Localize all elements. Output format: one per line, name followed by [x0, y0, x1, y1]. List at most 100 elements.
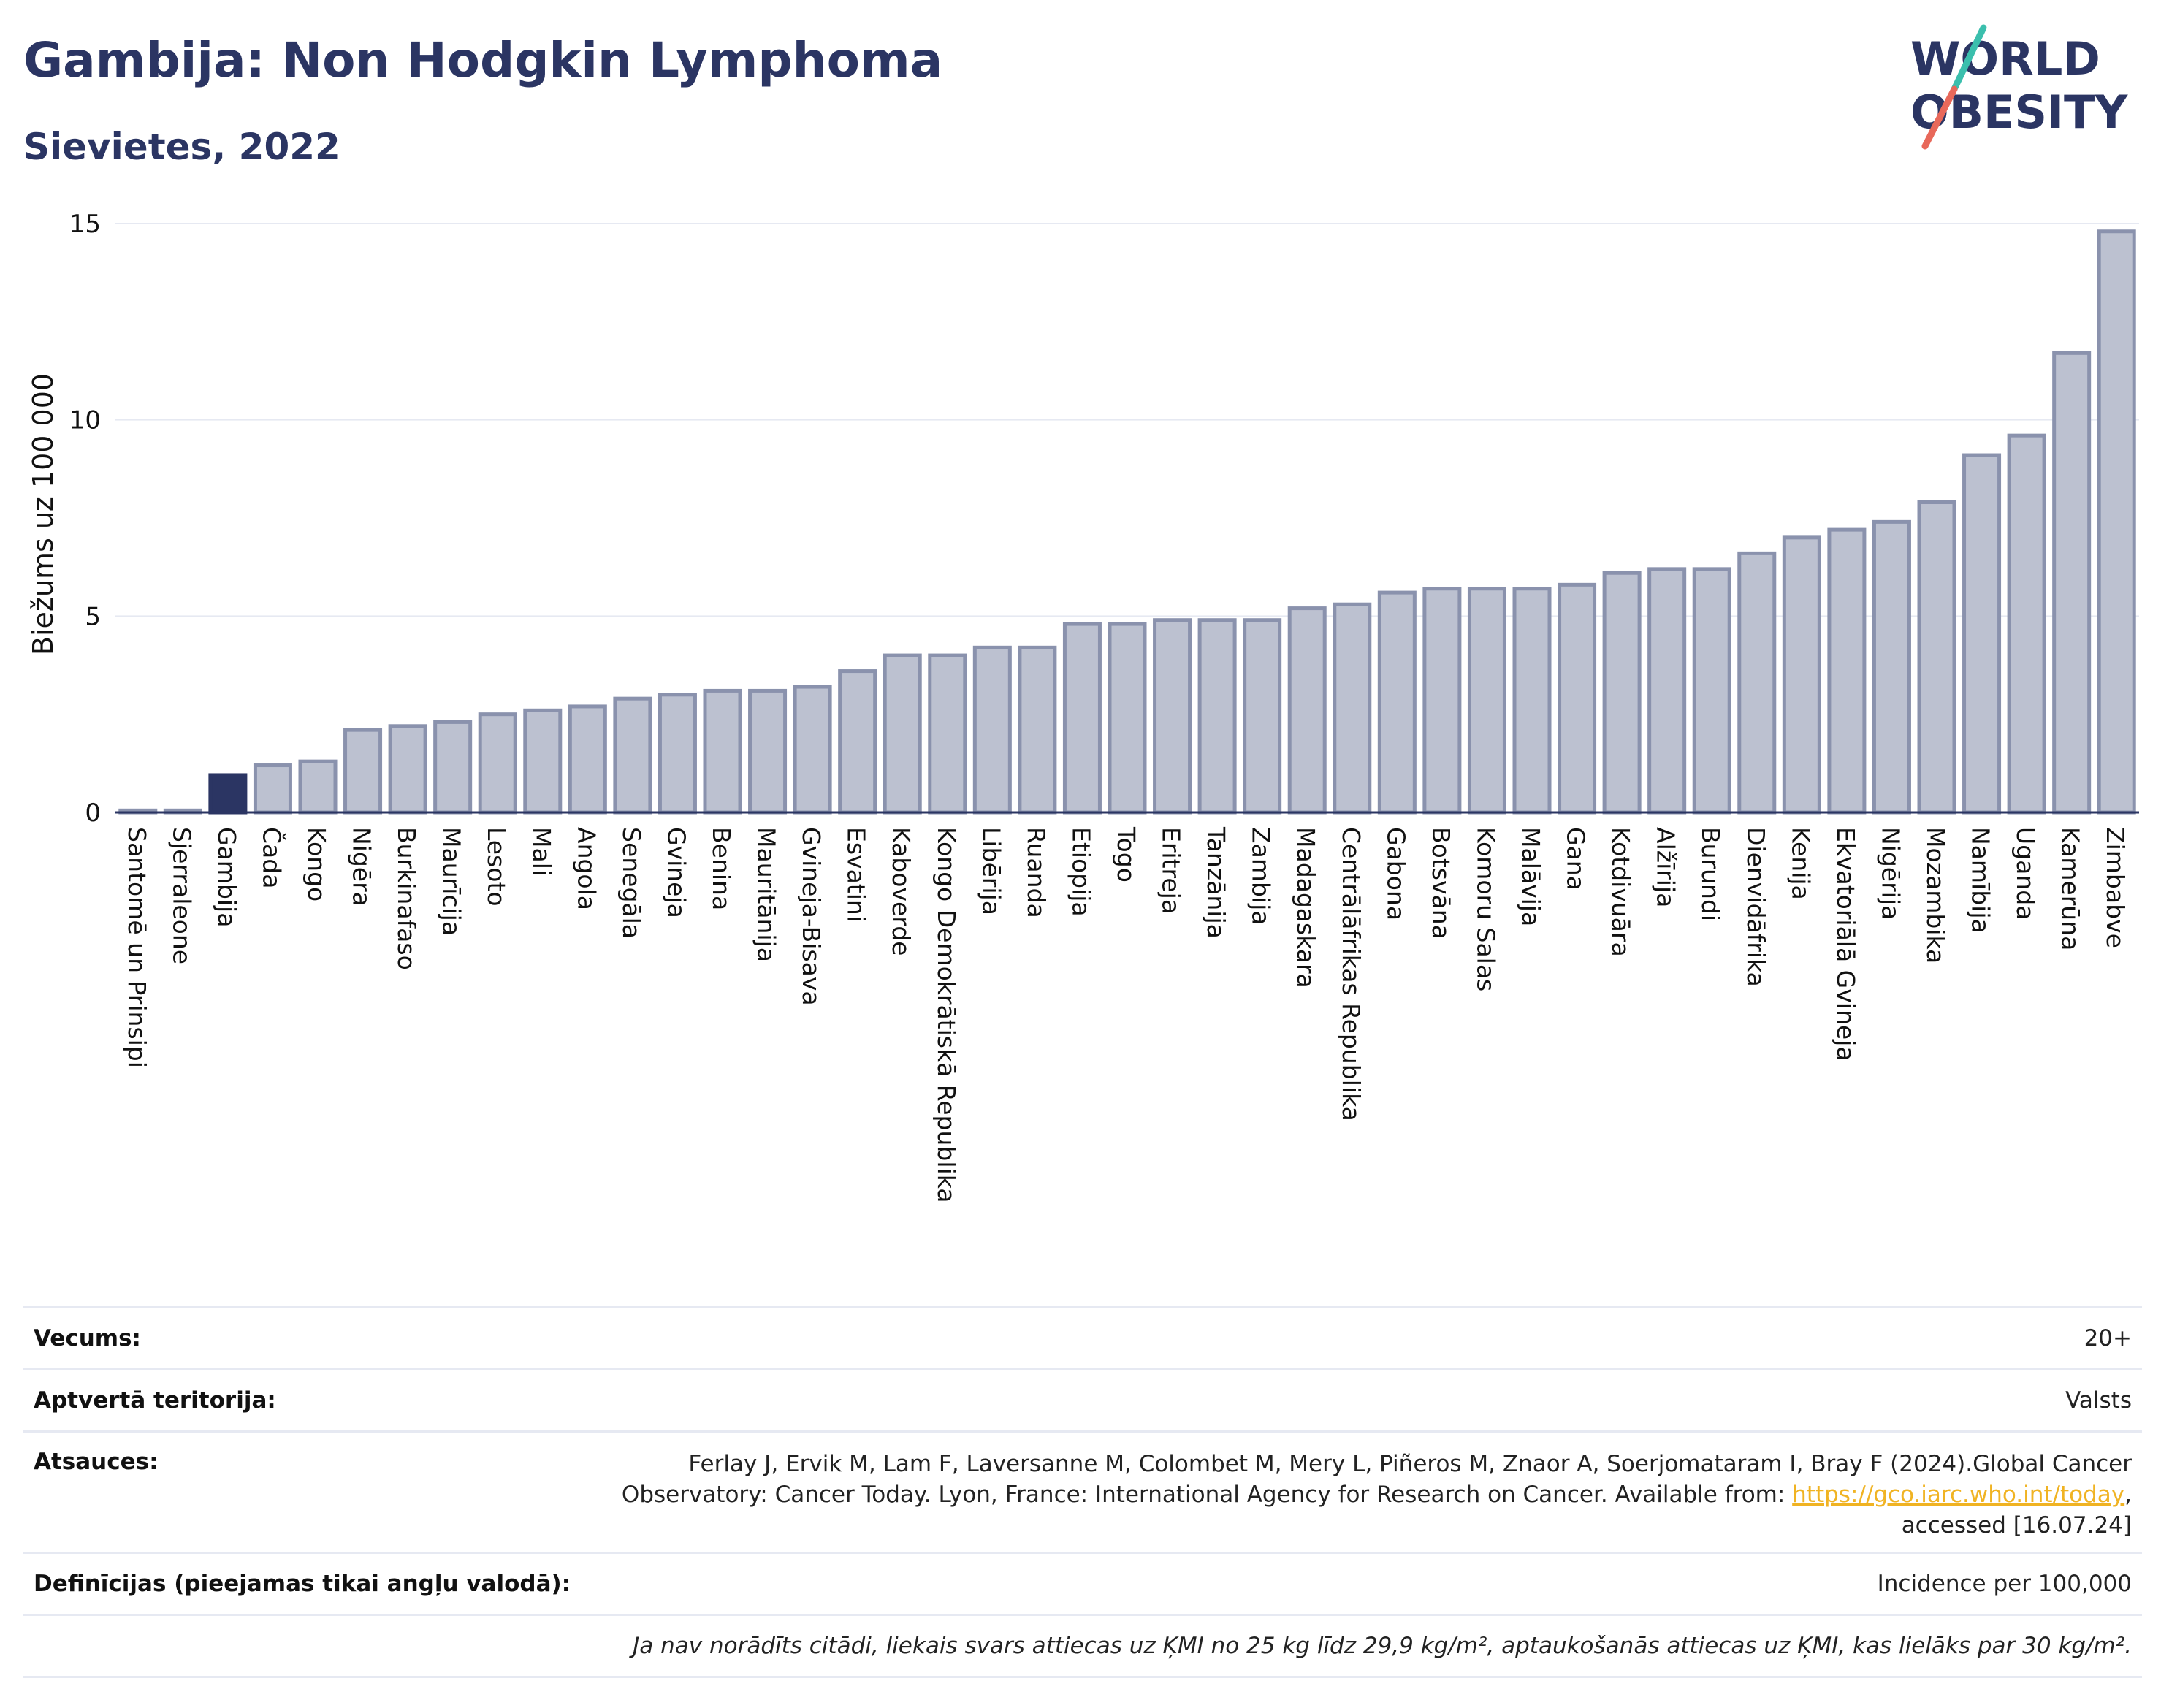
bar[interactable] — [343, 728, 383, 815]
definitions-value: Incidence per 100,000 — [1877, 1571, 2132, 1597]
x-tick-label: Mozambika — [1921, 827, 1950, 964]
x-tick-label: Burkinafaso — [392, 827, 421, 970]
bar[interactable] — [1602, 571, 1642, 815]
x-tick-label: Angola — [572, 827, 601, 910]
bar[interactable] — [793, 685, 832, 815]
bar[interactable] — [838, 669, 877, 815]
info-table: Vecums: 20+ Aptvertā teritorija: Valsts … — [23, 1306, 2142, 1678]
x-tick-label: Etiopija — [1067, 827, 1095, 917]
info-row-references: Atsauces: Ferlay J, Ervik M, Lam F, Lave… — [23, 1430, 2142, 1552]
bar[interactable] — [1827, 527, 1867, 815]
x-tick-label: Kaboverde — [887, 827, 915, 956]
bar[interactable] — [523, 708, 563, 815]
bar[interactable] — [1422, 587, 1462, 815]
bar[interactable] — [703, 688, 742, 815]
bar[interactable] — [2052, 351, 2092, 815]
y-tick-label: 10 — [69, 406, 101, 435]
x-tick-label: Namībija — [1967, 827, 1995, 934]
x-tick-label: Burundi — [1696, 827, 1725, 921]
age-value: 20+ — [2084, 1325, 2132, 1351]
bar-chart: 0 5 10 15 Santomē un Prinsipi Sjerraleone Gam… — [27, 210, 2139, 1202]
x-tick-label: Zimbabve — [2101, 827, 2130, 948]
x-tick-label: Gvineja — [662, 827, 690, 918]
bar[interactable] — [1872, 519, 1911, 815]
page-subtitle: Sievietes, 2022 — [23, 126, 340, 168]
bar[interactable] — [1243, 618, 1282, 815]
bar[interactable] — [1782, 535, 1821, 815]
x-tick-label: Sjerraleone — [167, 827, 196, 964]
bar[interactable] — [1647, 567, 1687, 815]
x-tick-label: Mali — [527, 827, 556, 876]
bar[interactable] — [478, 712, 517, 815]
bar[interactable] — [1962, 453, 2002, 815]
x-axis-ticks: Santomē un Prinsipi Sjerraleone Gambija Čad… — [123, 826, 2130, 1202]
x-tick-label: Zambija — [1247, 827, 1276, 925]
bar[interactable] — [928, 653, 967, 815]
bar[interactable] — [1737, 551, 1777, 815]
bar[interactable] — [972, 645, 1012, 815]
bar[interactable] — [208, 773, 248, 815]
bar[interactable] — [2007, 433, 2046, 815]
bar[interactable] — [613, 696, 652, 815]
x-tick-label: Gana — [1562, 827, 1590, 891]
y-axis-ticks: 0 5 10 15 — [69, 210, 101, 828]
bar[interactable] — [1467, 587, 1506, 815]
bar[interactable] — [433, 720, 473, 815]
x-tick-label: Lesoto — [482, 827, 511, 907]
x-tick-label: Libērija — [977, 827, 1005, 915]
x-tick-label: Maurīcija — [438, 827, 466, 936]
bar[interactable] — [253, 763, 292, 815]
x-tick-label: Alžīrija — [1652, 827, 1680, 907]
x-tick-label: Tanzānija — [1202, 826, 1230, 939]
x-tick-label: Kongo Demokrātiskā Republika — [932, 827, 961, 1202]
bar[interactable] — [748, 688, 788, 815]
bar[interactable] — [568, 704, 607, 815]
x-tick-label: Malāvija — [1517, 827, 1545, 926]
bar[interactable] — [388, 724, 427, 815]
x-tick-label: Čada — [257, 827, 286, 888]
bar[interactable] — [1062, 622, 1102, 815]
bar[interactable] — [1512, 587, 1552, 815]
definitions-label: Definīcijas (pieejamas tikai angļu valod… — [34, 1571, 571, 1597]
x-tick-label: Ruanda — [1022, 827, 1051, 918]
y-tick-label: 5 — [85, 602, 101, 631]
bar[interactable] — [1287, 606, 1327, 815]
x-tick-label: Eritreja — [1157, 827, 1186, 914]
bar[interactable] — [2097, 229, 2136, 815]
x-tick-label: Gambija — [213, 827, 241, 927]
x-tick-label: Kotdivuāra — [1607, 827, 1635, 957]
bar[interactable] — [1333, 602, 1372, 815]
bar[interactable] — [1153, 618, 1192, 815]
bar[interactable] — [883, 653, 922, 815]
bar[interactable] — [658, 693, 697, 815]
bar[interactable] — [1692, 567, 1731, 815]
x-tick-label: Senegāla — [617, 827, 646, 939]
bar[interactable] — [1197, 618, 1237, 815]
bar[interactable] — [298, 759, 338, 815]
bar[interactable] — [1018, 645, 1057, 815]
x-tick-label: Nigērija — [1876, 827, 1905, 920]
x-tick-label: Togo — [1112, 826, 1140, 882]
bar[interactable] — [1917, 500, 1956, 815]
x-tick-label: Uganda — [2011, 827, 2040, 920]
x-tick-label: Komoru Salas — [1471, 827, 1500, 991]
x-tick-label: Kongo — [302, 827, 331, 901]
x-tick-label: Kamerūna — [2057, 827, 2085, 950]
x-tick-label: Ekvatoriālā Gvineja — [1832, 827, 1860, 1061]
info-row-territory: Aptvertā teritorija: Valsts — [23, 1368, 2142, 1430]
bar[interactable] — [1558, 582, 1597, 815]
territory-value: Valsts — [2065, 1387, 2132, 1414]
references-line1: Ferlay J, Ervik M, Lam F, Laversanne M, … — [688, 1451, 2132, 1477]
references-link[interactable]: https://gco.iarc.who.int/today — [1792, 1482, 2125, 1508]
references-value: Ferlay J, Ervik M, Lam F, Laversanne M, … — [622, 1449, 2142, 1541]
x-tick-label: Esvatini — [842, 827, 871, 922]
age-label: Vecums: — [34, 1325, 141, 1351]
bar[interactable] — [1108, 622, 1147, 815]
info-row-definitions: Definīcijas (pieejamas tikai angļu valod… — [23, 1552, 2142, 1614]
x-tick-label: Dienvidāfrika — [1742, 827, 1770, 987]
bar[interactable] — [1377, 590, 1417, 815]
references-line2-text: Observatory: Cancer Today. Lyon, France:… — [621, 1482, 1793, 1508]
logo-line2: OBESITY — [1910, 85, 2128, 139]
obesity-note: Ja nav norādīts citādi, liekais svars at… — [633, 1633, 2132, 1659]
x-tick-label: Mauritānija — [752, 827, 781, 962]
